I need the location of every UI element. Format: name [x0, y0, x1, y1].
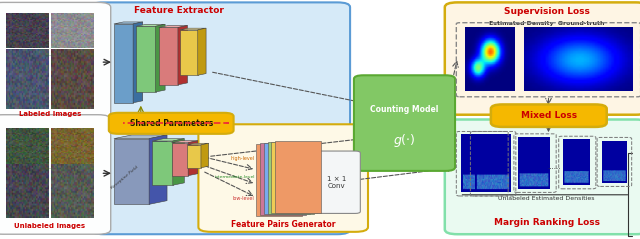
Polygon shape — [133, 22, 143, 103]
Polygon shape — [187, 143, 209, 145]
Text: Labeled Images: Labeled Images — [19, 111, 81, 117]
FancyBboxPatch shape — [91, 2, 350, 234]
Text: Feature Pairs Generator: Feature Pairs Generator — [231, 220, 336, 229]
Polygon shape — [152, 139, 184, 141]
Polygon shape — [198, 28, 206, 75]
FancyBboxPatch shape — [198, 124, 368, 232]
Text: ......: ...... — [44, 165, 56, 170]
Text: Estimated Density  Ground-truth: Estimated Density Ground-truth — [489, 22, 604, 26]
Polygon shape — [136, 24, 165, 26]
Polygon shape — [152, 141, 173, 185]
Text: $g(\cdot)$: $g(\cdot)$ — [393, 132, 416, 149]
Text: high-level: high-level — [230, 157, 255, 161]
FancyBboxPatch shape — [491, 104, 607, 127]
Polygon shape — [180, 28, 206, 30]
Text: ......: ...... — [547, 164, 561, 170]
Polygon shape — [180, 30, 198, 75]
FancyBboxPatch shape — [445, 120, 640, 234]
Polygon shape — [178, 26, 188, 85]
Text: Unlabeled Estimated Densities: Unlabeled Estimated Densities — [499, 196, 595, 201]
FancyBboxPatch shape — [275, 141, 321, 213]
FancyBboxPatch shape — [313, 151, 360, 213]
Polygon shape — [114, 135, 167, 139]
Text: Counting Model: Counting Model — [371, 105, 438, 114]
Polygon shape — [159, 26, 188, 27]
Polygon shape — [114, 22, 143, 24]
Polygon shape — [156, 24, 165, 92]
Polygon shape — [114, 139, 149, 204]
FancyBboxPatch shape — [268, 142, 314, 214]
Text: Shared Parameters: Shared Parameters — [129, 119, 213, 128]
FancyBboxPatch shape — [256, 144, 302, 216]
Text: Margin Ranking Loss: Margin Ranking Loss — [493, 218, 600, 227]
Text: 1 × 1
Conv: 1 × 1 Conv — [327, 176, 346, 189]
Polygon shape — [172, 143, 188, 176]
Text: intermediate-level: intermediate-level — [214, 175, 255, 179]
Text: Feature Extractor: Feature Extractor — [134, 6, 224, 15]
Text: Unlabeled Images: Unlabeled Images — [14, 223, 86, 229]
Text: Supervision Loss: Supervision Loss — [504, 7, 589, 16]
Polygon shape — [114, 24, 133, 103]
Polygon shape — [159, 27, 178, 85]
Text: Receptive Field: Receptive Field — [111, 166, 139, 190]
FancyBboxPatch shape — [264, 143, 310, 214]
Polygon shape — [188, 141, 198, 176]
FancyBboxPatch shape — [354, 75, 455, 171]
Text: low-level: low-level — [233, 196, 255, 201]
Polygon shape — [201, 143, 209, 168]
Polygon shape — [173, 139, 184, 185]
Polygon shape — [187, 145, 201, 168]
Polygon shape — [172, 141, 198, 143]
Text: Mixed Loss: Mixed Loss — [521, 111, 577, 120]
FancyBboxPatch shape — [260, 143, 306, 215]
FancyBboxPatch shape — [109, 113, 234, 134]
Polygon shape — [136, 26, 156, 92]
Polygon shape — [149, 135, 167, 204]
Text: ......: ...... — [44, 53, 56, 57]
FancyBboxPatch shape — [0, 2, 111, 122]
FancyBboxPatch shape — [0, 115, 111, 234]
FancyBboxPatch shape — [271, 141, 317, 213]
FancyBboxPatch shape — [445, 2, 640, 115]
